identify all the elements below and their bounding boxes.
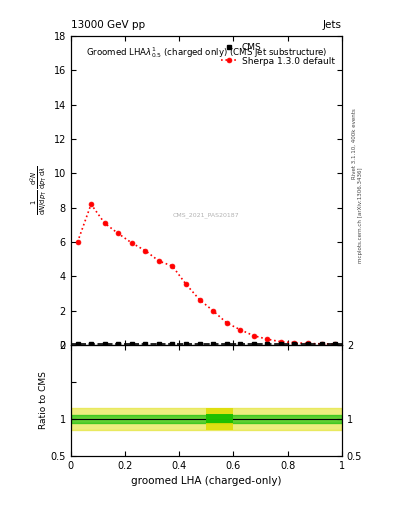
Text: 13000 GeV pp: 13000 GeV pp bbox=[71, 19, 145, 30]
CMS bbox=[129, 341, 134, 347]
Sherpa 1.3.0 default bbox=[306, 340, 310, 347]
X-axis label: groomed LHA (charged-only): groomed LHA (charged-only) bbox=[131, 476, 281, 486]
Bar bbox=[71, 408, 342, 430]
Bar bbox=[206, 414, 233, 423]
CMS bbox=[75, 341, 80, 347]
Sherpa 1.3.0 default bbox=[89, 201, 94, 207]
CMS bbox=[333, 341, 338, 347]
Sherpa 1.3.0 default bbox=[238, 327, 242, 333]
Sherpa 1.3.0 default bbox=[170, 263, 175, 269]
Legend: CMS, Sherpa 1.3.0 default: CMS, Sherpa 1.3.0 default bbox=[218, 40, 338, 68]
CMS bbox=[224, 341, 229, 347]
Bar bbox=[71, 415, 342, 422]
Line: CMS: CMS bbox=[75, 342, 337, 346]
CMS bbox=[170, 341, 175, 347]
Sherpa 1.3.0 default bbox=[211, 308, 215, 314]
Text: mcplots.cern.ch [arXiv:1306.3436]: mcplots.cern.ch [arXiv:1306.3436] bbox=[358, 167, 364, 263]
Y-axis label: $\frac{1}{\mathrm{d}N/\mathrm{d}p_\mathrm{T}}\,\frac{\mathrm{d}^2N}{\mathrm{d}p_: $\frac{1}{\mathrm{d}N/\mathrm{d}p_\mathr… bbox=[29, 166, 50, 216]
Text: Jets: Jets bbox=[323, 19, 342, 30]
Sherpa 1.3.0 default bbox=[184, 281, 188, 287]
CMS bbox=[116, 341, 121, 347]
Sherpa 1.3.0 default bbox=[252, 333, 256, 339]
Sherpa 1.3.0 default bbox=[129, 240, 134, 246]
Line: Sherpa 1.3.0 default: Sherpa 1.3.0 default bbox=[75, 202, 338, 347]
CMS bbox=[156, 341, 161, 347]
CMS bbox=[89, 341, 94, 347]
CMS bbox=[252, 341, 256, 347]
Text: CMS_2021_PAS20187: CMS_2021_PAS20187 bbox=[173, 212, 240, 218]
Sherpa 1.3.0 default bbox=[265, 336, 270, 342]
CMS bbox=[197, 341, 202, 347]
CMS bbox=[184, 341, 188, 347]
Sherpa 1.3.0 default bbox=[292, 339, 297, 346]
CMS bbox=[238, 341, 242, 347]
Sherpa 1.3.0 default bbox=[319, 341, 324, 347]
CMS bbox=[319, 341, 324, 347]
Sherpa 1.3.0 default bbox=[156, 258, 161, 264]
CMS bbox=[292, 341, 297, 347]
Sherpa 1.3.0 default bbox=[75, 239, 80, 245]
Y-axis label: Ratio to CMS: Ratio to CMS bbox=[39, 372, 48, 430]
Sherpa 1.3.0 default bbox=[333, 341, 338, 347]
Sherpa 1.3.0 default bbox=[116, 230, 121, 237]
Text: Rivet 3.1.10, 400k events: Rivet 3.1.10, 400k events bbox=[352, 108, 357, 179]
CMS bbox=[211, 341, 215, 347]
Sherpa 1.3.0 default bbox=[143, 248, 148, 254]
CMS bbox=[306, 341, 310, 347]
Text: Groomed LHA$\lambda^1_{0.5}$ (charged only) (CMS jet substructure): Groomed LHA$\lambda^1_{0.5}$ (charged on… bbox=[86, 45, 327, 60]
CMS bbox=[143, 341, 148, 347]
CMS bbox=[265, 341, 270, 347]
CMS bbox=[279, 341, 283, 347]
Bar bbox=[206, 408, 233, 430]
Sherpa 1.3.0 default bbox=[102, 220, 107, 226]
Sherpa 1.3.0 default bbox=[197, 296, 202, 303]
Sherpa 1.3.0 default bbox=[224, 320, 229, 326]
Sherpa 1.3.0 default bbox=[279, 338, 283, 345]
CMS bbox=[102, 341, 107, 347]
